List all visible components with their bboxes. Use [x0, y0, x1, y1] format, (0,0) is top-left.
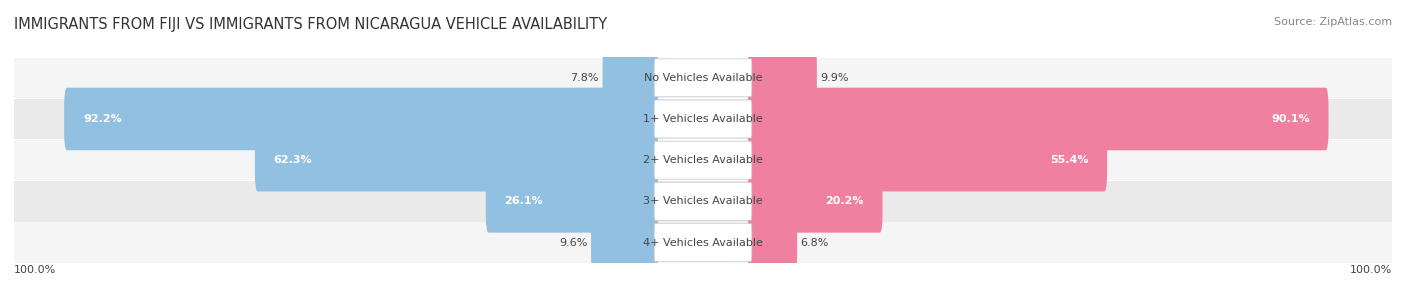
- FancyBboxPatch shape: [591, 211, 658, 274]
- FancyBboxPatch shape: [748, 47, 817, 109]
- FancyBboxPatch shape: [654, 182, 752, 220]
- Text: 100.0%: 100.0%: [1350, 265, 1392, 275]
- Text: 26.1%: 26.1%: [505, 196, 543, 206]
- FancyBboxPatch shape: [254, 129, 658, 191]
- FancyBboxPatch shape: [654, 224, 752, 261]
- FancyBboxPatch shape: [14, 99, 1392, 139]
- Text: 7.8%: 7.8%: [571, 73, 599, 83]
- FancyBboxPatch shape: [486, 170, 658, 233]
- FancyBboxPatch shape: [14, 222, 1392, 263]
- Text: 90.1%: 90.1%: [1271, 114, 1309, 124]
- Text: No Vehicles Available: No Vehicles Available: [644, 73, 762, 83]
- FancyBboxPatch shape: [14, 181, 1392, 222]
- Text: Source: ZipAtlas.com: Source: ZipAtlas.com: [1274, 17, 1392, 27]
- Text: 2+ Vehicles Available: 2+ Vehicles Available: [643, 155, 763, 165]
- FancyBboxPatch shape: [748, 170, 883, 233]
- FancyBboxPatch shape: [603, 47, 658, 109]
- FancyBboxPatch shape: [14, 140, 1392, 180]
- FancyBboxPatch shape: [14, 57, 1392, 98]
- FancyBboxPatch shape: [748, 88, 1329, 150]
- Text: 6.8%: 6.8%: [800, 238, 830, 247]
- Text: IMMIGRANTS FROM FIJI VS IMMIGRANTS FROM NICARAGUA VEHICLE AVAILABILITY: IMMIGRANTS FROM FIJI VS IMMIGRANTS FROM …: [14, 17, 607, 32]
- Text: 9.6%: 9.6%: [560, 238, 588, 247]
- Text: 1+ Vehicles Available: 1+ Vehicles Available: [643, 114, 763, 124]
- FancyBboxPatch shape: [748, 129, 1107, 191]
- FancyBboxPatch shape: [654, 100, 752, 138]
- Text: 100.0%: 100.0%: [14, 265, 56, 275]
- FancyBboxPatch shape: [654, 59, 752, 97]
- Text: 9.9%: 9.9%: [820, 73, 849, 83]
- Text: 4+ Vehicles Available: 4+ Vehicles Available: [643, 238, 763, 247]
- FancyBboxPatch shape: [65, 88, 658, 150]
- Text: 55.4%: 55.4%: [1050, 155, 1088, 165]
- Text: 92.2%: 92.2%: [83, 114, 122, 124]
- FancyBboxPatch shape: [654, 141, 752, 179]
- Text: 62.3%: 62.3%: [274, 155, 312, 165]
- FancyBboxPatch shape: [748, 211, 797, 274]
- Text: 3+ Vehicles Available: 3+ Vehicles Available: [643, 196, 763, 206]
- Text: 20.2%: 20.2%: [825, 196, 863, 206]
